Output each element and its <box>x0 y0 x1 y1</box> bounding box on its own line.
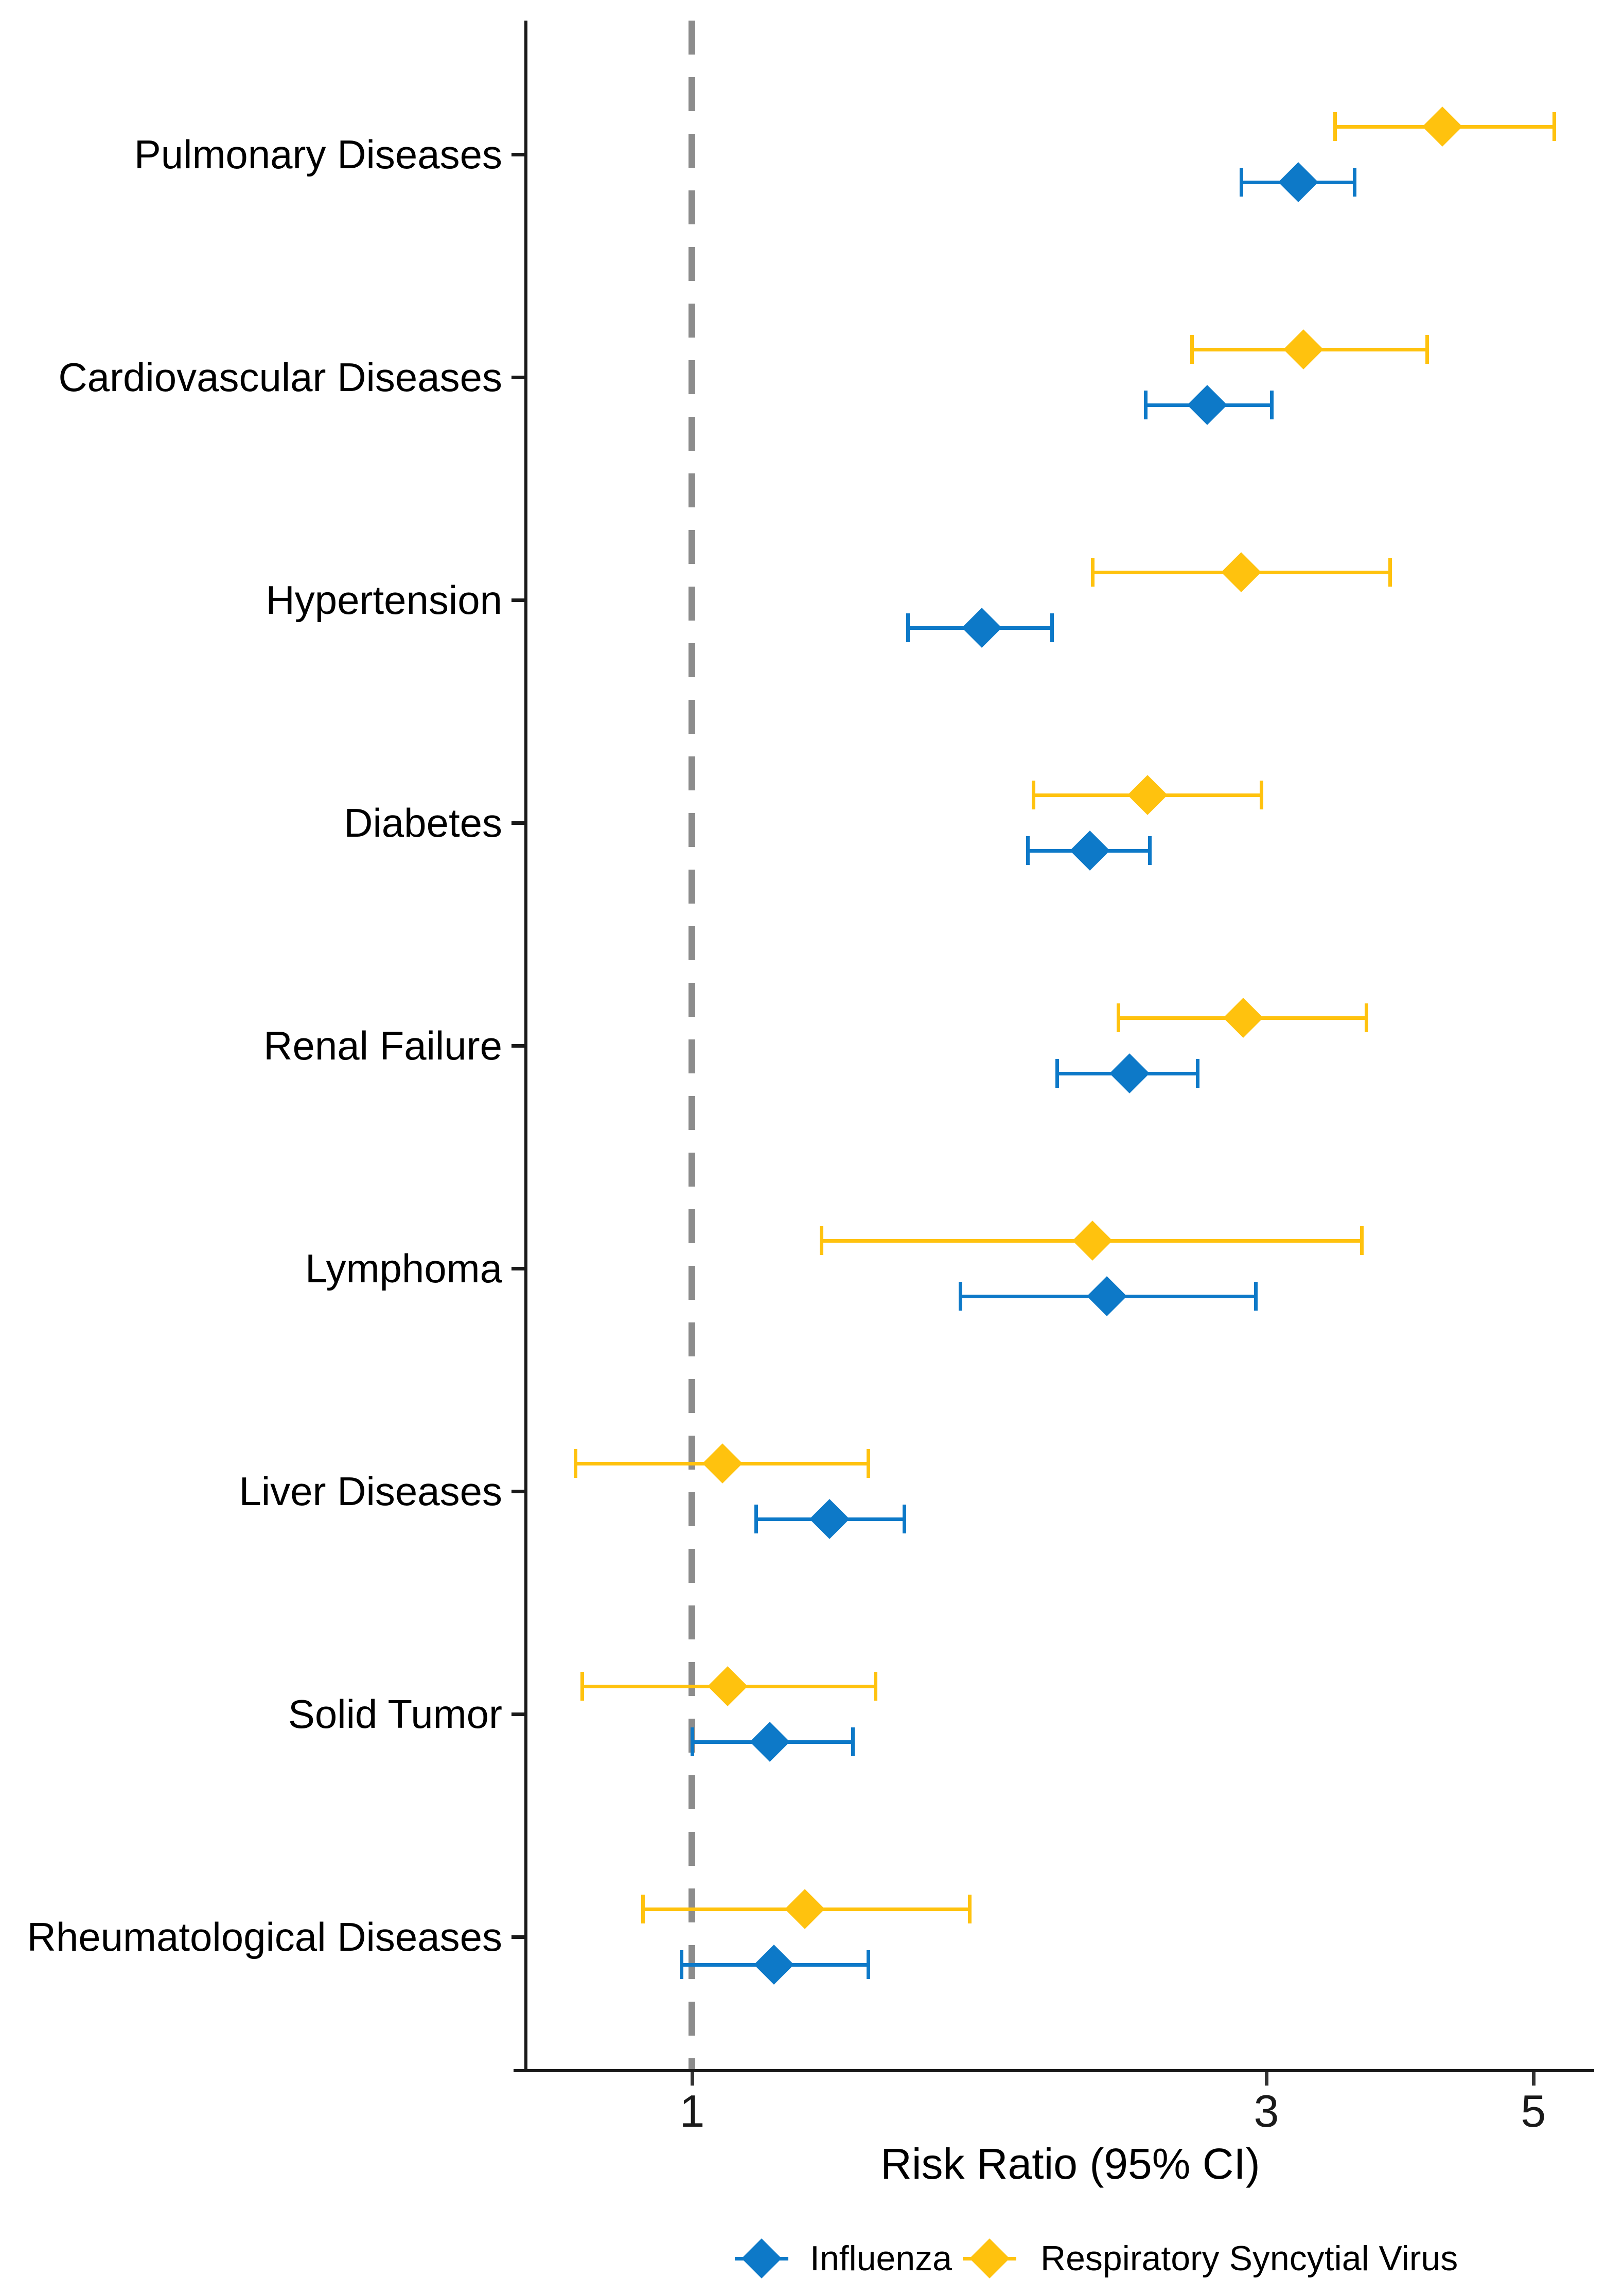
point-estimate-diamond <box>1283 329 1323 369</box>
category-tick <box>511 598 526 602</box>
point-estimate-diamond <box>1109 1053 1150 1093</box>
point-estimate-diamond <box>1221 552 1262 592</box>
category-label: Diabetes <box>344 800 502 845</box>
category-label: Rheumatological Diseases <box>27 1914 502 1959</box>
category-tick <box>511 1490 526 1493</box>
point-estimate-diamond <box>1223 998 1263 1038</box>
point-estimate-diamond <box>961 608 1002 648</box>
legend-label-rsv: Respiratory Syncytial Virus <box>1040 2239 1458 2278</box>
ci-whisker-cap <box>754 1505 758 1533</box>
x-axis-tick <box>1264 2072 1268 2086</box>
ci-whisker-cap <box>1196 1059 1200 1088</box>
point-estimate-diamond <box>1422 107 1462 147</box>
x-axis-tick <box>691 2072 694 2086</box>
ci-whisker-cap <box>1364 1003 1368 1032</box>
ci-whisker-cap <box>574 1449 578 1478</box>
point-estimate-diamond <box>749 1722 790 1762</box>
category-label: Liver Diseases <box>239 1469 502 1514</box>
ci-whisker-cap <box>1259 781 1263 809</box>
ci-whisker-cap <box>691 1727 694 1756</box>
point-estimate-diamond <box>809 1499 850 1539</box>
y-axis-line <box>524 21 527 2072</box>
reference-line-dashed <box>689 21 695 2069</box>
ci-whisker-cap <box>1190 335 1194 364</box>
ci-whisker-cap <box>902 1505 906 1533</box>
point-estimate-diamond <box>754 1945 795 1985</box>
ci-whisker-cap <box>1254 1282 1258 1311</box>
ci-whisker-cap <box>1148 836 1152 865</box>
ci-whisker-cap <box>819 1226 823 1255</box>
point-estimate-diamond <box>784 1889 825 1929</box>
ci-whisker-cap <box>1143 391 1148 419</box>
category-label: Hypertension <box>266 577 502 623</box>
category-tick <box>511 153 526 156</box>
point-estimate-diamond <box>1127 775 1168 815</box>
x-axis-line <box>514 2069 1594 2072</box>
category-label: Renal Failure <box>263 1023 502 1068</box>
category-label: Pulmonary Diseases <box>134 132 502 177</box>
category-tick <box>511 1712 526 1716</box>
ci-whisker-cap <box>1026 836 1030 865</box>
ci-whisker-cap <box>851 1727 855 1756</box>
point-estimate-diamond <box>1086 1276 1127 1316</box>
ci-whisker-cap <box>580 1672 584 1701</box>
legend-key-influenza-diamond <box>742 2238 782 2279</box>
x-axis-tick <box>1531 2072 1536 2086</box>
ci-whisker-cap <box>958 1282 962 1311</box>
category-tick <box>511 376 526 379</box>
ci-whisker-cap <box>1055 1059 1060 1088</box>
point-estimate-diamond <box>1278 162 1319 202</box>
x-axis-tick-label: 3 <box>1254 2086 1279 2136</box>
x-axis-tick-label: 1 <box>679 2086 705 2136</box>
ci-whisker-cap <box>1050 613 1054 642</box>
ci-whisker-cap <box>1360 1226 1364 1255</box>
category-tick <box>511 1044 526 1048</box>
ci-whisker-cap <box>1270 391 1274 419</box>
point-estimate-diamond <box>1069 831 1110 871</box>
ci-whisker-cap <box>1090 558 1095 587</box>
category-label: Cardiovascular Diseases <box>58 355 502 400</box>
ci-whisker-cap <box>641 1895 645 1923</box>
ci-whisker-cap <box>1031 781 1035 809</box>
category-label: Lymphoma <box>305 1246 502 1291</box>
ci-whisker-cap <box>1352 168 1356 197</box>
ci-whisker-cap <box>1388 558 1392 587</box>
category-tick <box>511 1935 526 1939</box>
legend-label-influenza: Influenza <box>810 2239 952 2278</box>
legend-key-rsv-diamond <box>969 2238 1010 2279</box>
point-estimate-diamond <box>707 1666 748 1706</box>
x-axis-title: Risk Ratio (95% CI) <box>880 2140 1260 2188</box>
ci-whisker-cap <box>968 1895 972 1923</box>
ci-whisker-cap <box>1117 1003 1121 1032</box>
ci-whisker-cap <box>866 1449 870 1478</box>
ci-whisker-cap <box>906 613 910 642</box>
category-tick <box>511 1267 526 1270</box>
point-estimate-diamond <box>1072 1221 1113 1261</box>
category-tick <box>511 821 526 825</box>
ci-whisker-cap <box>1552 112 1556 141</box>
ci-whisker-cap <box>1425 335 1429 364</box>
point-estimate-diamond <box>1187 385 1228 425</box>
ci-whisker-cap <box>1333 112 1337 141</box>
ci-whisker-cap <box>1240 168 1244 197</box>
ci-whisker-cap <box>874 1672 878 1701</box>
point-estimate-diamond <box>702 1443 743 1483</box>
ci-whisker-cap <box>866 1950 870 1979</box>
ci-whisker-cap <box>680 1950 684 1979</box>
x-axis-tick-label: 5 <box>1521 2086 1546 2136</box>
category-label: Solid Tumor <box>288 1691 502 1737</box>
